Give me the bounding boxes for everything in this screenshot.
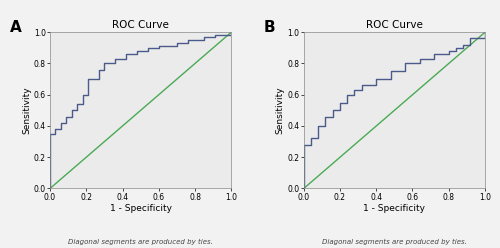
Title: ROC Curve: ROC Curve (366, 20, 423, 30)
Text: A: A (10, 20, 22, 35)
Title: ROC Curve: ROC Curve (112, 20, 169, 30)
Text: B: B (264, 20, 276, 35)
Text: Diagonal segments are produced by ties.: Diagonal segments are produced by ties. (68, 239, 213, 245)
Y-axis label: Sensitivity: Sensitivity (276, 87, 284, 134)
X-axis label: 1 - Specificity: 1 - Specificity (110, 204, 172, 214)
Y-axis label: Sensitivity: Sensitivity (22, 87, 31, 134)
Text: Diagonal segments are produced by ties.: Diagonal segments are produced by ties. (322, 239, 467, 245)
X-axis label: 1 - Specificity: 1 - Specificity (364, 204, 426, 214)
